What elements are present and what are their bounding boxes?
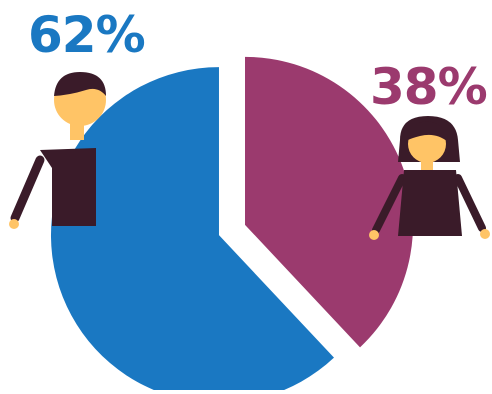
pie-slices <box>51 56 414 394</box>
pie-slice-male <box>51 67 334 394</box>
percentage-label-female: 38% <box>370 58 488 116</box>
woman-icon <box>369 116 490 240</box>
pie-slice-female <box>245 56 414 348</box>
man-icon <box>9 72 106 229</box>
percentage-label-male: 62% <box>28 6 146 64</box>
